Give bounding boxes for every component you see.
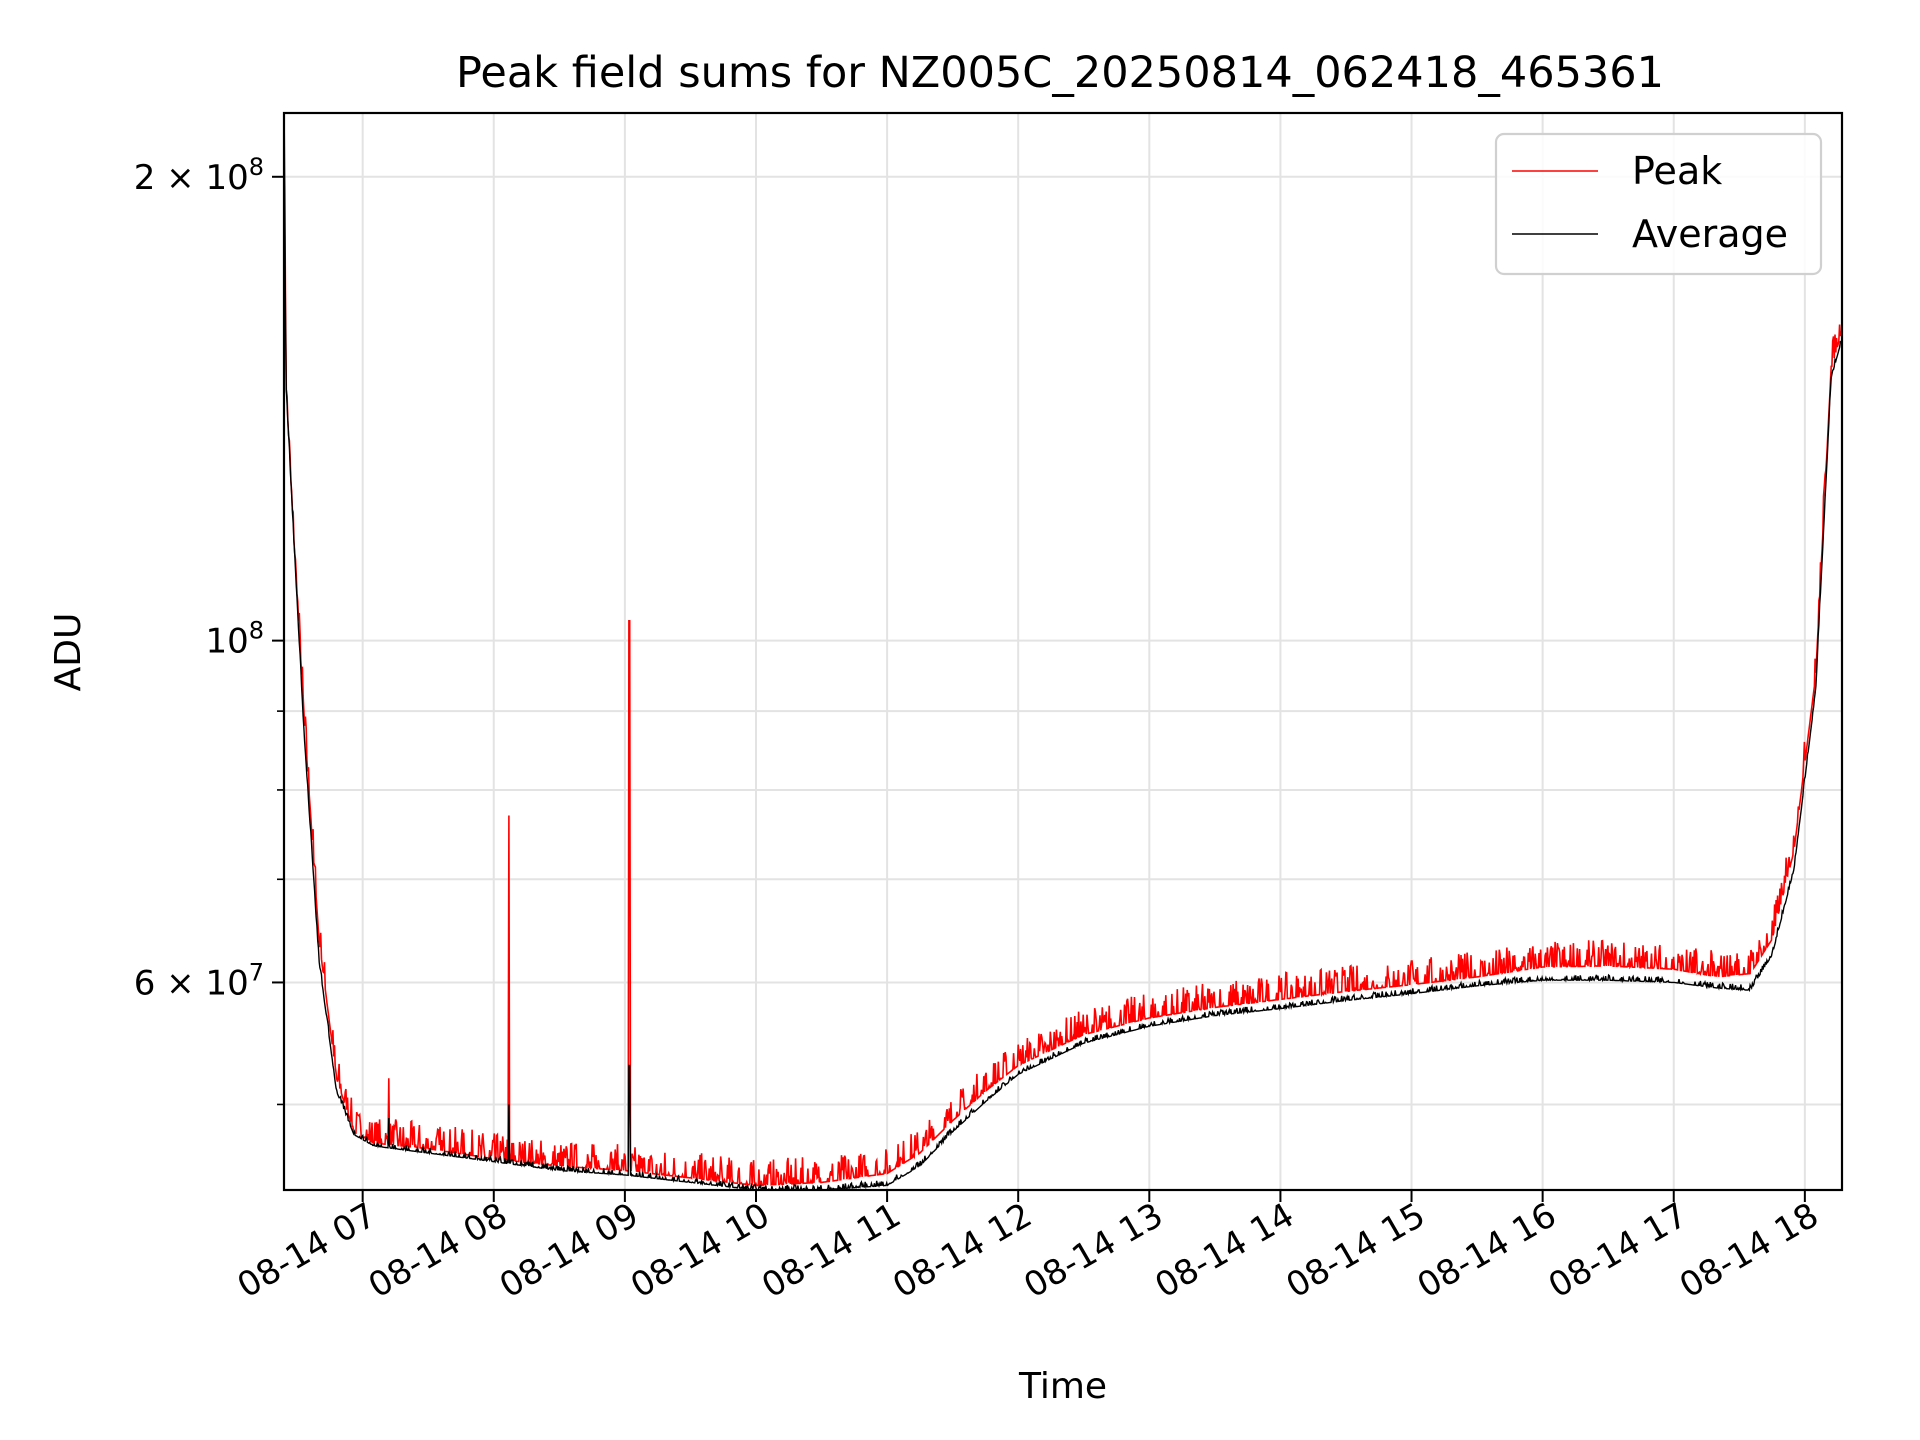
series-group [284,113,1842,1190]
chart-title: Peak field sums for NZ005C_20250814_0624… [456,48,1664,98]
series-line-average [284,143,1842,1190]
legend: Peak Average [1494,132,1823,276]
y-tick-label: 6 × 107 [134,958,264,1003]
legend-box [1494,132,1823,276]
legend-label-average: Average [1632,212,1788,256]
legend-label-peak: Peak [1632,149,1722,193]
plot-frame [282,111,1844,1192]
y-tick-label: 2 × 108 [134,153,264,198]
y-tick-label: 108 [205,617,264,662]
y-axis-title: ADU [48,613,89,692]
series-line-peak [284,113,1842,1188]
x-axis-title: Time [1018,1366,1107,1407]
